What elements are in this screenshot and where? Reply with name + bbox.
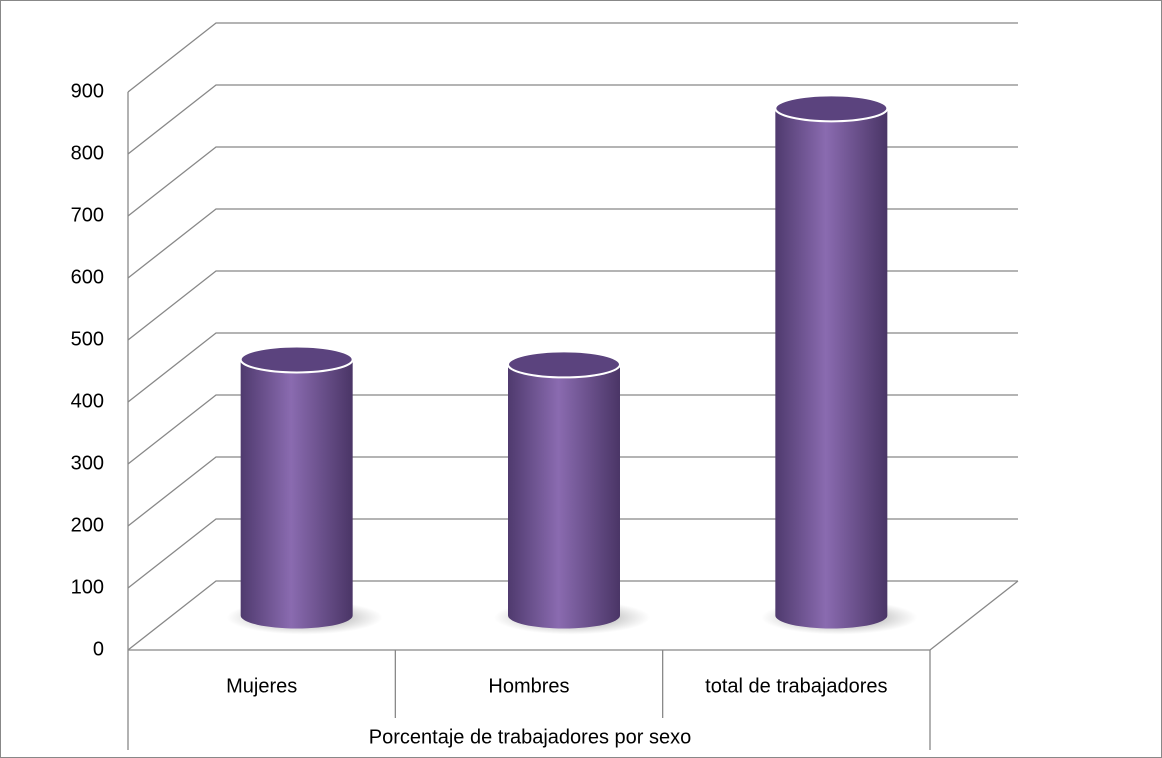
- y-tick-label: 400: [71, 390, 104, 412]
- grid-line: [127, 456, 1018, 527]
- y-tick-label: 900: [71, 80, 104, 102]
- grid-line: [127, 270, 1018, 341]
- y-tick-label: 500: [71, 328, 104, 350]
- x-tick-label: Mujeres: [226, 675, 297, 697]
- bar-top: [507, 350, 621, 379]
- bar-top: [774, 94, 889, 123]
- x-tick-label: Hombres: [488, 675, 569, 697]
- grid-line: [127, 208, 1018, 279]
- y-tick-label: 800: [71, 142, 104, 164]
- group-label: Porcentaje de trabajadores por sexo: [369, 726, 691, 748]
- y-tick-label: 100: [71, 576, 104, 598]
- y-tick-label: 200: [71, 514, 104, 536]
- grid-line: [127, 22, 1018, 93]
- grid-line: [127, 518, 1018, 589]
- y-tick-label: 300: [71, 452, 104, 474]
- y-tick-label: 700: [71, 204, 104, 226]
- bar: [775, 108, 888, 629]
- grid-line: [127, 146, 1018, 217]
- y-tick-label: 0: [93, 638, 104, 660]
- y-tick-label: 600: [71, 266, 104, 288]
- bar: [240, 359, 353, 629]
- grid-line: [127, 394, 1018, 465]
- grid-line: [127, 332, 1018, 403]
- grid-line: [127, 84, 1018, 155]
- grid-line: [127, 580, 1018, 651]
- bar-top: [239, 345, 354, 374]
- x-tick-label: total de trabajadores: [705, 675, 887, 697]
- bar: [508, 364, 620, 629]
